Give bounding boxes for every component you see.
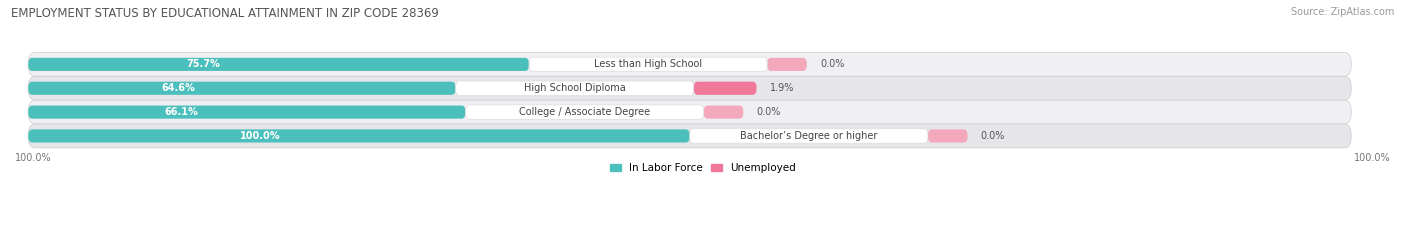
Text: Less than High School: Less than High School (593, 59, 702, 69)
Text: Bachelor’s Degree or higher: Bachelor’s Degree or higher (740, 131, 877, 141)
FancyBboxPatch shape (28, 76, 1351, 100)
Text: 1.9%: 1.9% (770, 83, 794, 93)
FancyBboxPatch shape (28, 58, 529, 71)
FancyBboxPatch shape (465, 105, 703, 119)
Text: Source: ZipAtlas.com: Source: ZipAtlas.com (1291, 7, 1395, 17)
FancyBboxPatch shape (28, 129, 690, 143)
FancyBboxPatch shape (693, 82, 756, 95)
Text: EMPLOYMENT STATUS BY EDUCATIONAL ATTAINMENT IN ZIP CODE 28369: EMPLOYMENT STATUS BY EDUCATIONAL ATTAINM… (11, 7, 439, 20)
FancyBboxPatch shape (28, 106, 465, 119)
FancyBboxPatch shape (928, 129, 967, 143)
Text: 75.7%: 75.7% (187, 59, 221, 69)
FancyBboxPatch shape (456, 81, 693, 96)
FancyBboxPatch shape (28, 100, 1351, 124)
Text: 100.0%: 100.0% (15, 153, 52, 163)
Text: 64.6%: 64.6% (160, 83, 194, 93)
Text: 66.1%: 66.1% (165, 107, 198, 117)
FancyBboxPatch shape (28, 82, 456, 95)
FancyBboxPatch shape (768, 58, 807, 71)
FancyBboxPatch shape (529, 57, 768, 72)
FancyBboxPatch shape (28, 52, 1351, 76)
Text: 100.0%: 100.0% (239, 131, 280, 141)
Text: High School Diploma: High School Diploma (524, 83, 626, 93)
Text: 0.0%: 0.0% (756, 107, 780, 117)
FancyBboxPatch shape (28, 124, 1351, 148)
Text: 100.0%: 100.0% (1354, 153, 1391, 163)
FancyBboxPatch shape (690, 129, 928, 143)
Text: College / Associate Degree: College / Associate Degree (519, 107, 650, 117)
Legend: In Labor Force, Unemployed: In Labor Force, Unemployed (606, 159, 800, 177)
Text: 0.0%: 0.0% (981, 131, 1005, 141)
FancyBboxPatch shape (703, 106, 744, 119)
Text: 0.0%: 0.0% (820, 59, 845, 69)
